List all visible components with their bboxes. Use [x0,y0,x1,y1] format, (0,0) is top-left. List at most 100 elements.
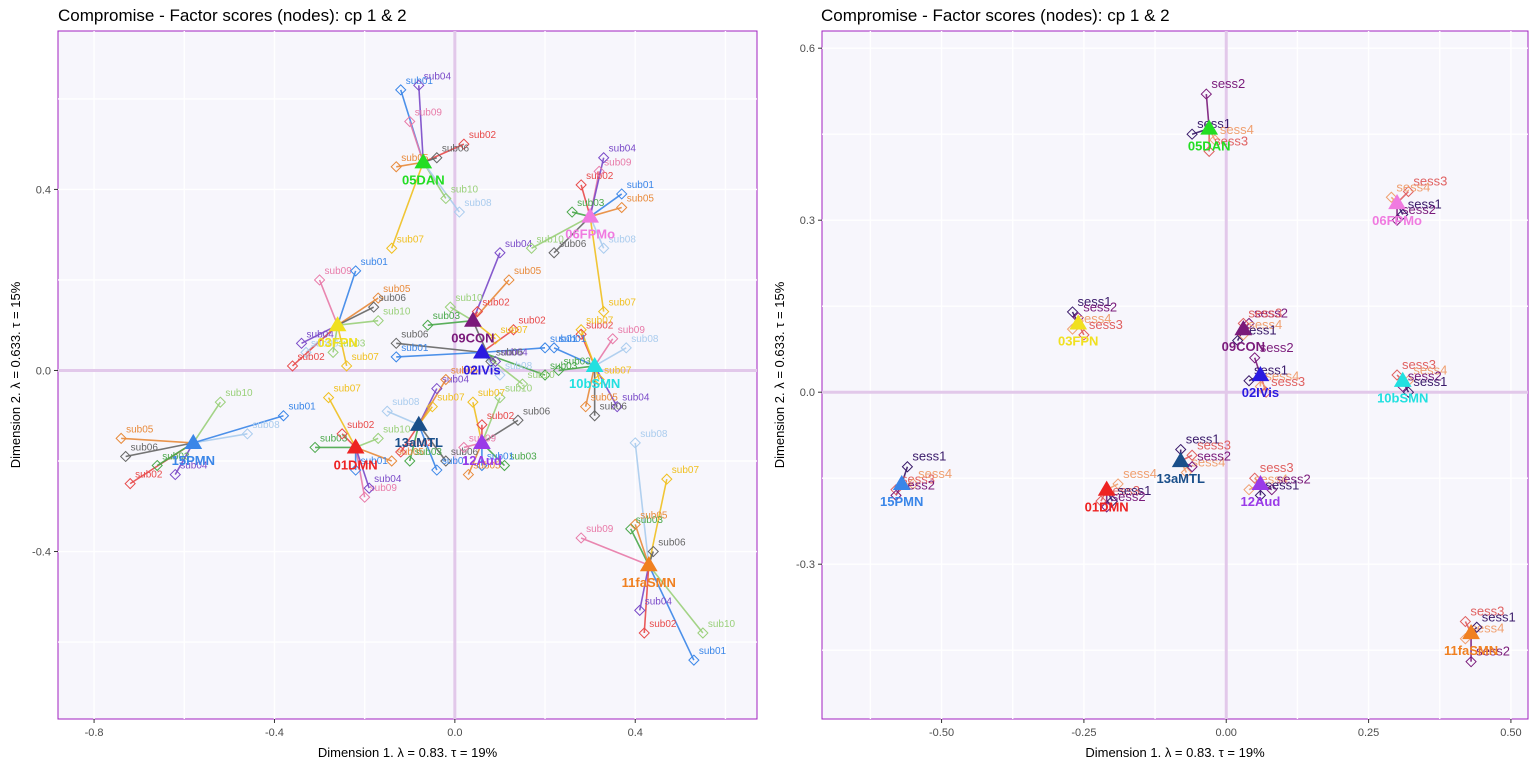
partial-score-point [588,410,601,422]
partial-score-point [1385,191,1398,203]
partial-score-line [337,297,379,326]
partial-score-label: sub10 [225,388,253,399]
centroid-label: 13aMTL [395,435,443,450]
y-tick-label: -0.4 [32,547,51,559]
partial-score-label: sess3 [1470,604,1504,619]
x-tick-label: 0.00 [1216,727,1237,739]
partial-score-point [476,419,488,431]
partial-score-label: sess4 [1078,311,1112,326]
partial-score-label: sub04 [374,474,402,485]
x-axis-title: Dimension 1. λ = 0.83. τ = 19% [318,745,498,760]
centroid-point [414,153,433,169]
partial-score-point [579,400,592,413]
partial-score-label: sub04 [424,71,452,82]
partial-score-label: sub01 [487,452,515,463]
x-tick-label: -0.25 [1071,727,1096,739]
partial-score-label: sess4 [1265,368,1299,383]
partial-score-line [589,193,623,218]
partial-score-point [512,414,524,426]
centroid-label: 12Aud [462,453,502,468]
partial-score-label: sess2 [1408,368,1442,383]
partial-score-line [408,121,425,163]
partial-score-label: sub06 [401,329,429,340]
partial-score-line [630,528,650,566]
partial-score-line [354,447,370,489]
partial-score-label: sub02 [487,411,515,422]
partial-score-point [1254,489,1267,502]
partial-score-label: sub02 [649,619,677,630]
partial-score-point [390,337,402,350]
partial-score-label: sub10 [383,307,411,318]
partial-score-point [566,206,578,218]
y-tick-label: 0.6 [800,43,815,55]
partial-score-point [525,242,538,254]
partial-score-point [476,459,488,472]
partial-score-point [1209,134,1221,146]
partial-score-label: sub08 [609,234,637,245]
partial-score-line [472,279,510,322]
partial-score-point [489,333,502,345]
partial-score-point [431,464,443,476]
partial-score-point [1402,386,1415,398]
y-axis-title: Dimension 2. λ = 0.633. τ = 15% [772,281,787,468]
partial-score-label: sub03 [433,311,461,322]
centroid-label: 09CON [451,331,494,346]
y-axis-title: Dimension 2. λ = 0.633. τ = 15% [8,281,23,468]
partial-score-label: sub01 [559,334,587,345]
partial-score-line [634,442,650,566]
partial-score-label: sub04 [645,596,673,607]
partial-score-point [516,378,529,390]
partial-score-label: sub05 [383,284,411,295]
partial-score-line [589,157,605,217]
partial-score-label: sub05 [640,510,668,521]
partial-score-point [1243,375,1255,387]
partial-score-point [575,328,587,340]
partial-score-line [594,347,627,367]
partial-score-point [1254,380,1267,393]
partial-score-point [367,301,380,313]
partial-score-label: sess3 [1214,133,1248,148]
partial-score-point [1243,317,1255,330]
partial-score-label: sub09 [618,325,646,336]
partial-score-point [453,206,466,218]
partial-score-point [489,355,502,368]
partial-score-label: sub02 [469,130,497,141]
partial-score-point [1391,214,1403,226]
partial-score-line [396,342,482,354]
centroid-label: 05DAN [402,172,445,187]
partial-score-point [616,201,628,214]
partial-score-point [606,333,619,345]
partial-score-label: sub06 [658,538,686,549]
partial-score-point [327,346,339,359]
partial-score-label: sess2 [1402,202,1436,217]
centroid-point [1388,194,1406,210]
partial-score-point [507,324,520,336]
partial-score-label: sub01 [699,646,727,657]
partial-score-label: sub07 [672,465,700,476]
partial-score-label: sess4 [918,466,952,481]
partial-score-label: sub10 [708,619,736,630]
partial-score-point [286,360,299,372]
partial-score-point [697,627,709,639]
partial-score-label: sub06 [496,347,524,358]
partial-score-point [1260,386,1272,398]
partial-score-point [1266,483,1278,496]
partial-score-point [539,369,551,381]
partial-score-point [1186,449,1198,461]
partial-score-label: sess3 [1248,305,1282,320]
partial-score-label: sub09 [325,266,353,277]
partial-score-point [539,342,551,354]
partial-score-label: sub10 [527,370,555,381]
partial-score-point [386,242,398,254]
partial-score-label: sub02 [518,316,546,327]
partial-score-line [193,414,284,444]
partial-score-point [1200,88,1213,100]
partial-score-label: sub03 [338,338,366,349]
partial-score-point [440,455,452,467]
partial-score-point [907,478,919,490]
partial-score-label: sub09 [370,483,398,494]
partial-score-line [481,397,501,444]
partial-score-label: sub07 [478,388,506,399]
partial-score-label: sub08 [505,361,533,372]
partial-score-label: sub06 [379,293,407,304]
